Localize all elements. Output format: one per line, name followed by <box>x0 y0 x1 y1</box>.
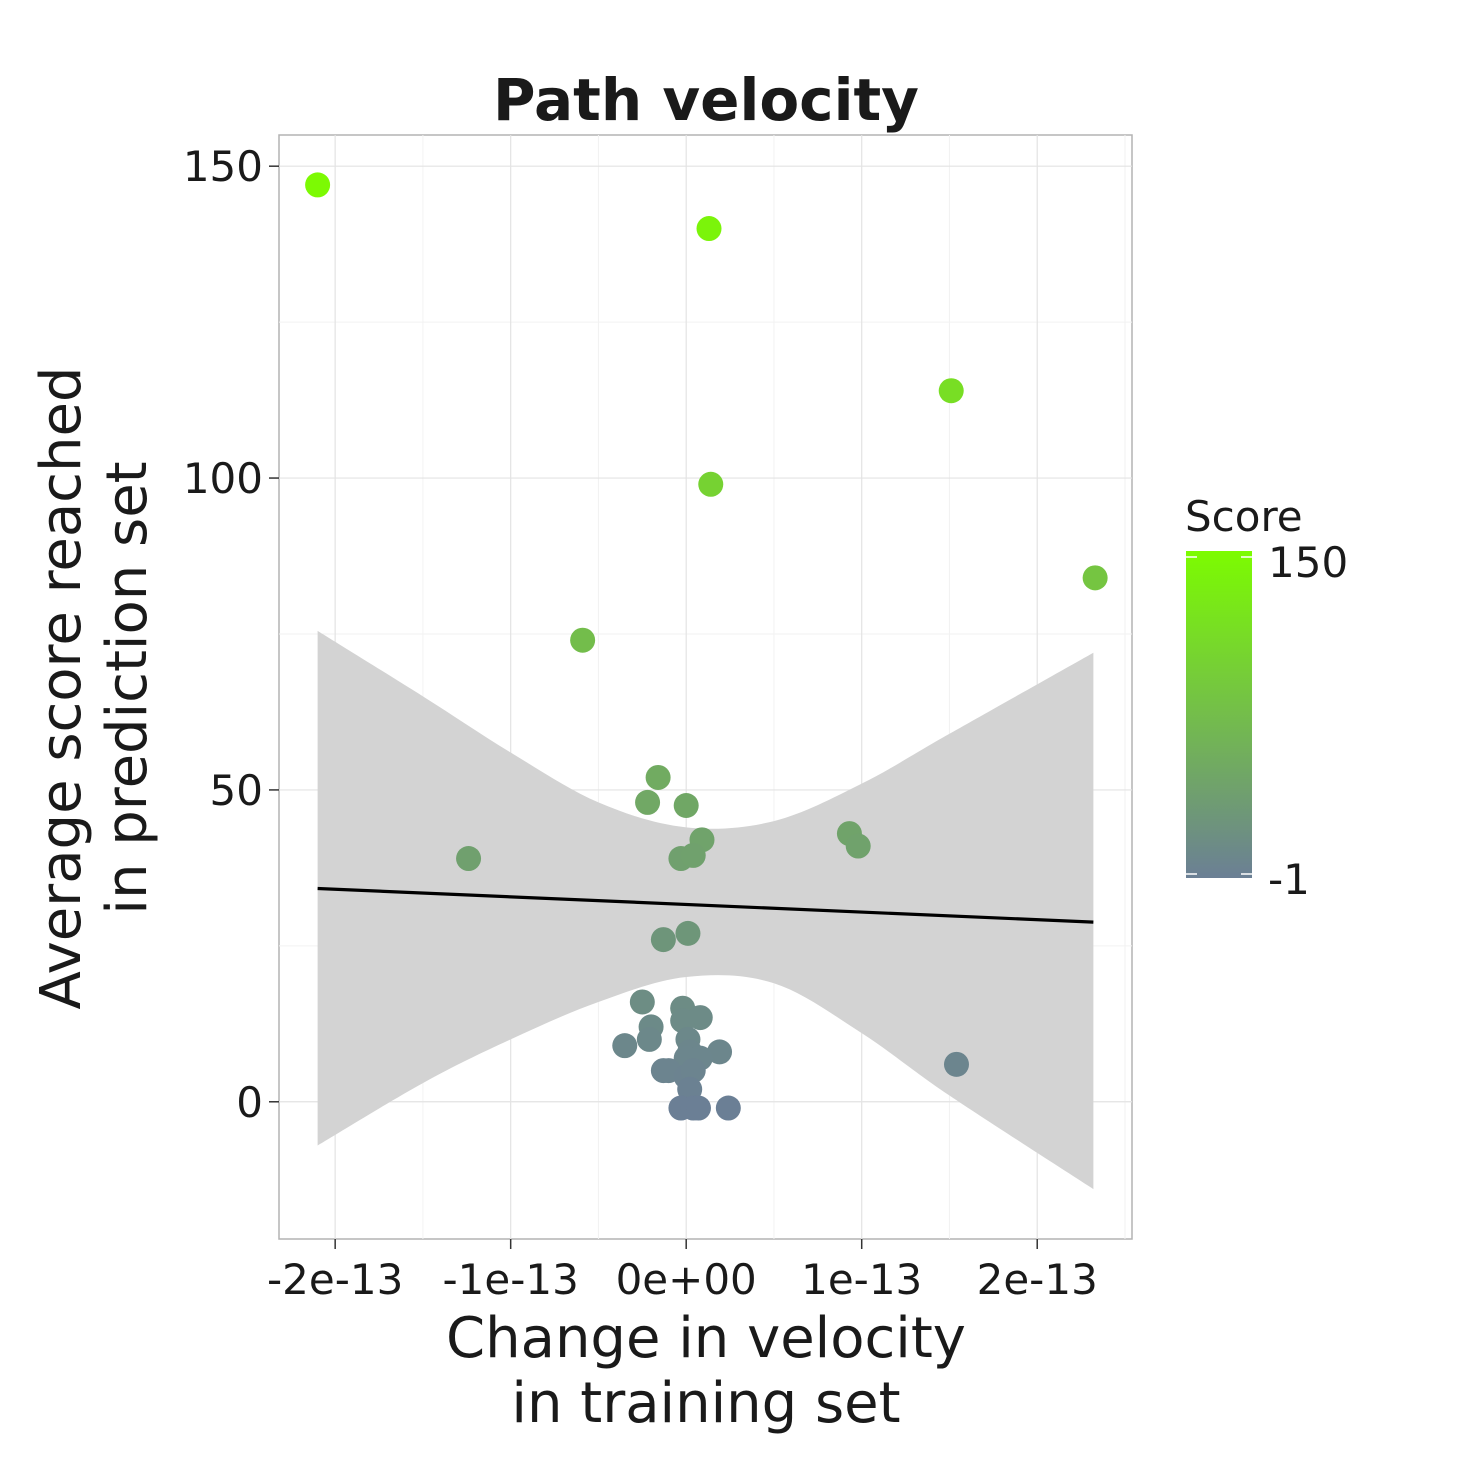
legend-title: Score <box>1185 492 1303 541</box>
data-point <box>680 842 706 868</box>
color-legend: Score 150 -1 <box>1185 492 1348 904</box>
data-point <box>305 172 331 198</box>
y-axis-title-line-1: Average score reached <box>29 367 94 1010</box>
data-point <box>650 927 676 953</box>
data-point <box>635 789 661 815</box>
confidence-band-area <box>317 630 1094 1190</box>
x-axis-title-line-2: in training set <box>511 1371 900 1436</box>
data-point <box>673 793 699 819</box>
data-point <box>612 1033 638 1059</box>
axes: 0 50 100 150 -2e-13 -1e-13 0e+00 1e-13 2e-13 <box>183 142 1098 1304</box>
y-axis-title-line-2: in prediction set <box>95 461 160 914</box>
data-point <box>677 1076 703 1102</box>
data-point <box>670 1008 696 1034</box>
x-tick-label: -1e-13 <box>443 1255 579 1304</box>
data-point <box>1082 565 1108 591</box>
data-point <box>675 920 701 946</box>
data-point <box>715 1095 741 1121</box>
legend-min-label: -1 <box>1268 855 1310 904</box>
data-point <box>698 471 724 497</box>
y-axis-title: Average score reached in prediction set <box>29 367 160 1010</box>
legend-colorbar <box>1186 551 1252 878</box>
x-axis-title: Change in velocity in training set <box>446 1306 966 1436</box>
regression-line <box>317 886 1094 924</box>
data-point <box>707 1039 733 1065</box>
data-point <box>636 1026 662 1052</box>
data-point <box>938 378 964 404</box>
y-tick-label: 100 <box>183 454 263 503</box>
data-point <box>943 1051 969 1077</box>
data-point <box>696 216 722 242</box>
x-tick-label: 1e-13 <box>801 1255 922 1304</box>
data-point <box>680 1058 706 1084</box>
x-axis-title-line-1: Change in velocity <box>446 1306 966 1371</box>
data-point <box>685 1095 711 1121</box>
y-tick-label: 150 <box>183 142 263 191</box>
x-tick-label: 2e-13 <box>977 1255 1098 1304</box>
data-point <box>645 764 671 790</box>
y-tick-label: 0 <box>236 1078 263 1127</box>
data-point <box>570 627 596 653</box>
legend-max-label: 150 <box>1268 538 1348 587</box>
chart-title: Path velocity <box>493 66 919 134</box>
data-point <box>845 833 871 859</box>
y-tick-label: 50 <box>210 766 263 815</box>
x-tick-label: -2e-13 <box>267 1255 403 1304</box>
data-points <box>305 172 1108 1121</box>
fit-line <box>317 886 1094 924</box>
confidence-band <box>317 630 1094 1190</box>
x-tick-label: 0e+00 <box>616 1255 757 1304</box>
data-point <box>456 846 482 872</box>
data-point <box>629 989 655 1015</box>
